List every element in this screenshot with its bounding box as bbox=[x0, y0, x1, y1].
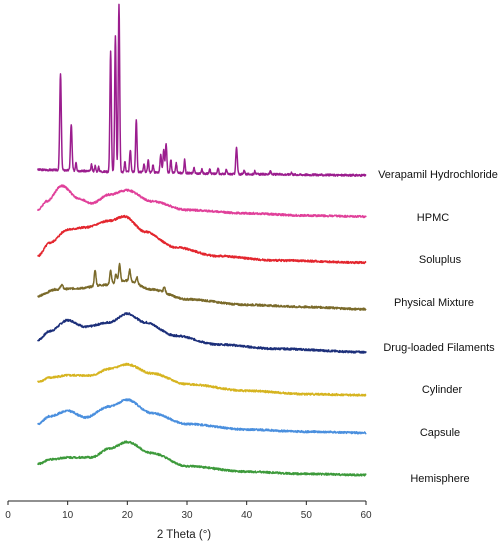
series-label-7: Capsule bbox=[420, 427, 460, 439]
x-axis: 0 10 20 30 40 50 60 bbox=[5, 500, 372, 521]
series-line-8 bbox=[37, 440, 367, 477]
series-label-8: Hemisphere bbox=[410, 473, 469, 485]
x-tick-label-0: 0 bbox=[5, 510, 11, 521]
series-line-1 bbox=[37, 3, 367, 178]
series-line-3 bbox=[37, 214, 367, 265]
series-line-6 bbox=[37, 362, 367, 397]
series-line-2 bbox=[37, 184, 367, 219]
x-tick-label-40: 40 bbox=[241, 510, 253, 521]
x-tick-label-30: 30 bbox=[181, 510, 193, 521]
diffraction-traces bbox=[37, 3, 367, 477]
series-line-7 bbox=[37, 398, 367, 435]
x-tick-label-10: 10 bbox=[62, 510, 74, 521]
x-tick-label-50: 50 bbox=[301, 510, 313, 521]
x-axis-title: 2 Theta (°) bbox=[157, 529, 211, 541]
series-label-1: Verapamil Hydrochloride bbox=[378, 169, 498, 181]
series-label-4: Physical Mixture bbox=[394, 297, 474, 309]
series-label-3: Soluplus bbox=[419, 254, 462, 266]
x-tick-label-60: 60 bbox=[360, 510, 372, 521]
series-labels: Verapamil Hydrochloride HPMC Soluplus Physi… bbox=[378, 169, 498, 485]
x-tick-label-20: 20 bbox=[122, 510, 134, 521]
series-line-4 bbox=[37, 262, 367, 311]
series-line-5 bbox=[37, 312, 367, 354]
series-label-6: Cylinder bbox=[422, 384, 463, 396]
series-label-2: HPMC bbox=[417, 212, 449, 224]
series-label-5: Drug-loaded Filaments bbox=[383, 342, 495, 354]
